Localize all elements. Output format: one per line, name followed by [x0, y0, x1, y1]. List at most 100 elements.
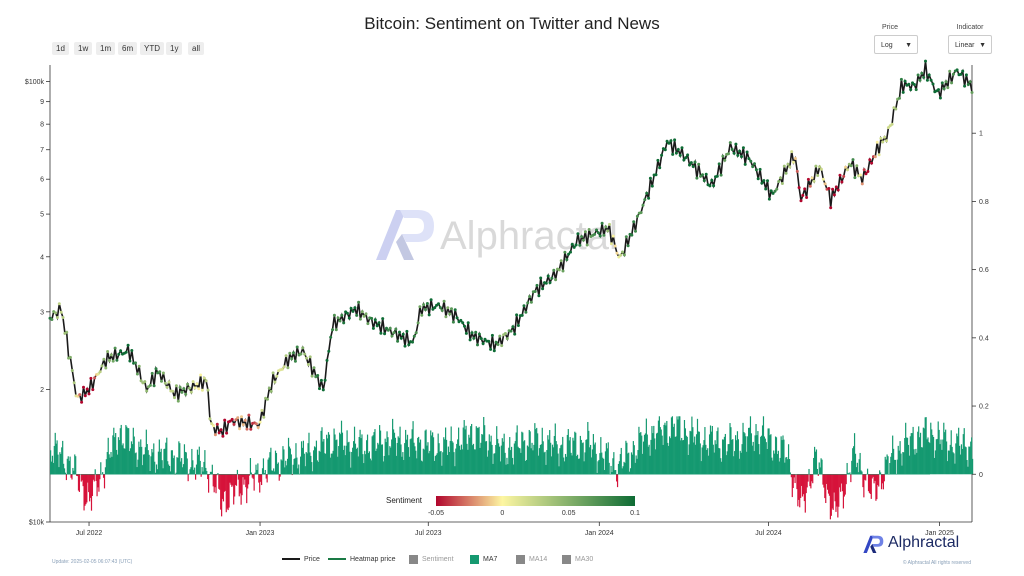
sentiment-bar [325, 453, 327, 475]
heatmap-price-point [427, 313, 431, 317]
sentiment-bar [393, 432, 396, 475]
legend-item-heatmap-price[interactable]: Heatmap price [328, 554, 396, 566]
legend-item-ma14[interactable]: MA14 [516, 554, 547, 566]
heatmap-price-point [336, 316, 340, 320]
heatmap-price-point [918, 78, 922, 82]
sentiment-bar [138, 441, 140, 475]
legend-item-price[interactable]: Price [282, 554, 320, 566]
sentiment-bar [431, 432, 434, 475]
sentiment-bar [282, 446, 284, 475]
indicator-scale-select[interactable]: Linear ▼ [948, 35, 992, 54]
sentiment-bar [319, 451, 321, 475]
sentiment-bar [527, 446, 529, 475]
sentiment-bar [636, 458, 638, 475]
sentiment-bar [954, 463, 956, 475]
heatmap-price-point [319, 378, 323, 382]
heatmap-price-point [838, 173, 842, 177]
sentiment-bar [808, 468, 810, 475]
sentiment-bar [524, 460, 527, 475]
sentiment-bar [399, 426, 401, 475]
range-button-all[interactable]: all [188, 42, 205, 55]
heatmap-price-point [766, 179, 769, 183]
range-button-1d[interactable]: 1d [52, 42, 69, 55]
heatmap-price-point [898, 96, 901, 100]
price-scale-select[interactable]: Log ▼ [874, 35, 918, 54]
sentiment-bar [238, 474, 240, 497]
sentiment-bar [904, 438, 906, 475]
sentiment-bar [603, 458, 605, 475]
legend-item-ma30[interactable]: MA30 [562, 554, 593, 566]
sentiment-bar [260, 474, 262, 482]
heatmap-price-point [632, 220, 636, 224]
sentiment-bar [589, 447, 591, 475]
heatmap-price-point [176, 399, 180, 403]
sentiment-bar [86, 474, 88, 503]
sentiment-bar [796, 474, 798, 490]
heatmap-price-point [243, 418, 247, 422]
sentiment-bar [63, 468, 66, 475]
sentiment-bar [638, 426, 640, 475]
heatmap-price-point [940, 81, 944, 85]
sentiment-bar [398, 437, 400, 475]
sentiment-bar [814, 451, 817, 475]
heatmap-price-point [282, 365, 286, 369]
sentiment-bar [844, 474, 846, 495]
sentiment-bar [735, 440, 738, 475]
heatmap-price-point [496, 343, 500, 346]
heatmap-price-point [128, 359, 132, 363]
heatmap-price-point [645, 191, 649, 195]
sentiment-bar [408, 456, 410, 475]
heatmap-price-point [634, 229, 637, 233]
range-button-1y[interactable]: 1y [166, 42, 183, 55]
heatmap-price-point [161, 371, 165, 375]
sentiment-bar [571, 455, 573, 475]
sentiment-bar [908, 455, 910, 475]
heatmap-price-point [234, 418, 238, 422]
heatmap-price-point [479, 337, 483, 341]
sentiment-bar [632, 441, 634, 475]
sentiment-bar [890, 456, 892, 475]
sentiment-bar [829, 474, 831, 520]
legend-item-sentiment[interactable]: Sentiment [409, 554, 454, 566]
heatmap-price-point [316, 374, 320, 377]
heatmap-price-point [481, 342, 485, 346]
range-button-1m[interactable]: 1m [96, 42, 116, 55]
sentiment-bar [542, 441, 544, 475]
heatmap-price-point [621, 250, 624, 254]
sentiment-bar [847, 472, 849, 475]
heatmap-price-point [498, 334, 502, 338]
sentiment-bar [409, 439, 411, 475]
heatmap-price-point [907, 82, 911, 86]
heatmap-price-point [842, 174, 846, 178]
sentiment-bar [286, 465, 288, 475]
sentiment-bar [827, 474, 830, 494]
range-button-ytd[interactable]: YTD [140, 42, 164, 55]
sentiment-bar [834, 474, 836, 502]
heatmap-price-point [596, 231, 600, 235]
sentiment-bar [695, 434, 698, 475]
sentiment-bar [246, 474, 248, 504]
sentiment-bar [556, 444, 558, 475]
sentiment-bar [514, 441, 516, 475]
range-button-1w[interactable]: 1w [74, 42, 93, 55]
sentiment-bar [601, 452, 603, 475]
sentiment-bar [215, 474, 217, 494]
sentiment-bar [701, 447, 703, 475]
sentiment-bar [937, 421, 939, 475]
heatmap-price-point [455, 316, 459, 320]
sentiment-bar [681, 437, 683, 475]
sentiment-bar [914, 454, 916, 475]
sentiment-bar [732, 439, 734, 475]
sentiment-bar [357, 456, 359, 475]
heatmap-price-point [823, 182, 827, 186]
price-series [48, 59, 974, 438]
heatmap-price-point [266, 397, 269, 401]
sentiment-bar [568, 440, 570, 475]
heatmap-price-point [269, 389, 273, 393]
sentiment-bar [424, 430, 426, 475]
heatmap-price-point [881, 140, 885, 144]
sentiment-bar [385, 442, 387, 475]
heatmap-price-point [288, 351, 292, 355]
legend-item-ma7[interactable]: MA7 [470, 554, 497, 566]
range-button-6m[interactable]: 6m [118, 42, 138, 55]
